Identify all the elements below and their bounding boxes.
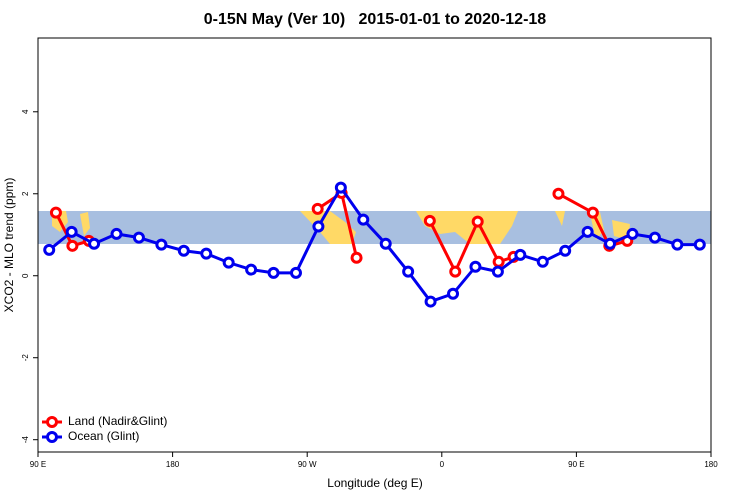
point	[447, 287, 460, 300]
point	[222, 256, 235, 269]
point	[648, 231, 661, 244]
x-tick-label: 0	[440, 460, 445, 469]
point	[49, 206, 62, 219]
point	[65, 225, 78, 238]
point	[267, 266, 280, 279]
x-tick-label: 180	[166, 460, 180, 469]
point	[379, 237, 392, 250]
point	[357, 213, 370, 226]
point	[693, 238, 706, 251]
point	[66, 239, 79, 252]
y-tick-label: -2	[21, 354, 30, 362]
point	[469, 260, 482, 273]
land-shape	[416, 211, 518, 244]
point	[177, 244, 190, 257]
point	[88, 237, 101, 250]
x-axis-label: Longitude (deg E)	[327, 476, 422, 490]
point	[334, 181, 347, 194]
point	[552, 187, 565, 200]
point	[604, 237, 617, 250]
plot-frame	[37, 37, 712, 453]
point	[132, 231, 145, 244]
chart-title: 0-15N May (Ver 10) 2015-01-01 to 2020-12…	[204, 11, 547, 28]
point	[491, 265, 504, 278]
x-tick-label: 180	[704, 460, 718, 469]
land-shape	[300, 211, 356, 244]
point	[559, 244, 572, 257]
point	[311, 202, 324, 215]
x-tick-label: 90 E	[30, 460, 46, 469]
x-tick-label: 90 E	[568, 460, 584, 469]
legend-label: Ocean (Glint)	[68, 429, 139, 443]
point	[312, 220, 325, 233]
y-tick-label: 2	[21, 191, 30, 196]
point	[110, 227, 123, 240]
point	[492, 255, 505, 268]
point	[200, 247, 213, 260]
point	[514, 248, 527, 261]
point	[43, 243, 56, 256]
y-tick-label: 0	[21, 273, 30, 278]
series-line	[48, 184, 700, 304]
legend-label: Land (Nadir&Glint)	[68, 414, 167, 428]
legend-marker	[46, 416, 58, 428]
point	[626, 227, 639, 240]
point	[350, 251, 363, 264]
point	[449, 265, 462, 278]
x-tick-label: 90 W	[298, 460, 317, 469]
point	[671, 238, 684, 251]
point	[289, 266, 302, 279]
point	[423, 214, 436, 227]
y-axis-label: XCO2 - MLO trend (ppm)	[2, 178, 16, 313]
point	[402, 265, 415, 278]
point	[536, 255, 549, 268]
land-shape	[52, 211, 90, 236]
point	[424, 295, 437, 308]
point	[586, 206, 599, 219]
legend-marker	[46, 431, 58, 443]
y-tick-label: 4	[21, 109, 30, 114]
y-tick-label: -4	[21, 436, 30, 444]
point	[155, 238, 168, 251]
point	[581, 225, 594, 238]
point	[245, 263, 258, 276]
point	[471, 215, 484, 228]
